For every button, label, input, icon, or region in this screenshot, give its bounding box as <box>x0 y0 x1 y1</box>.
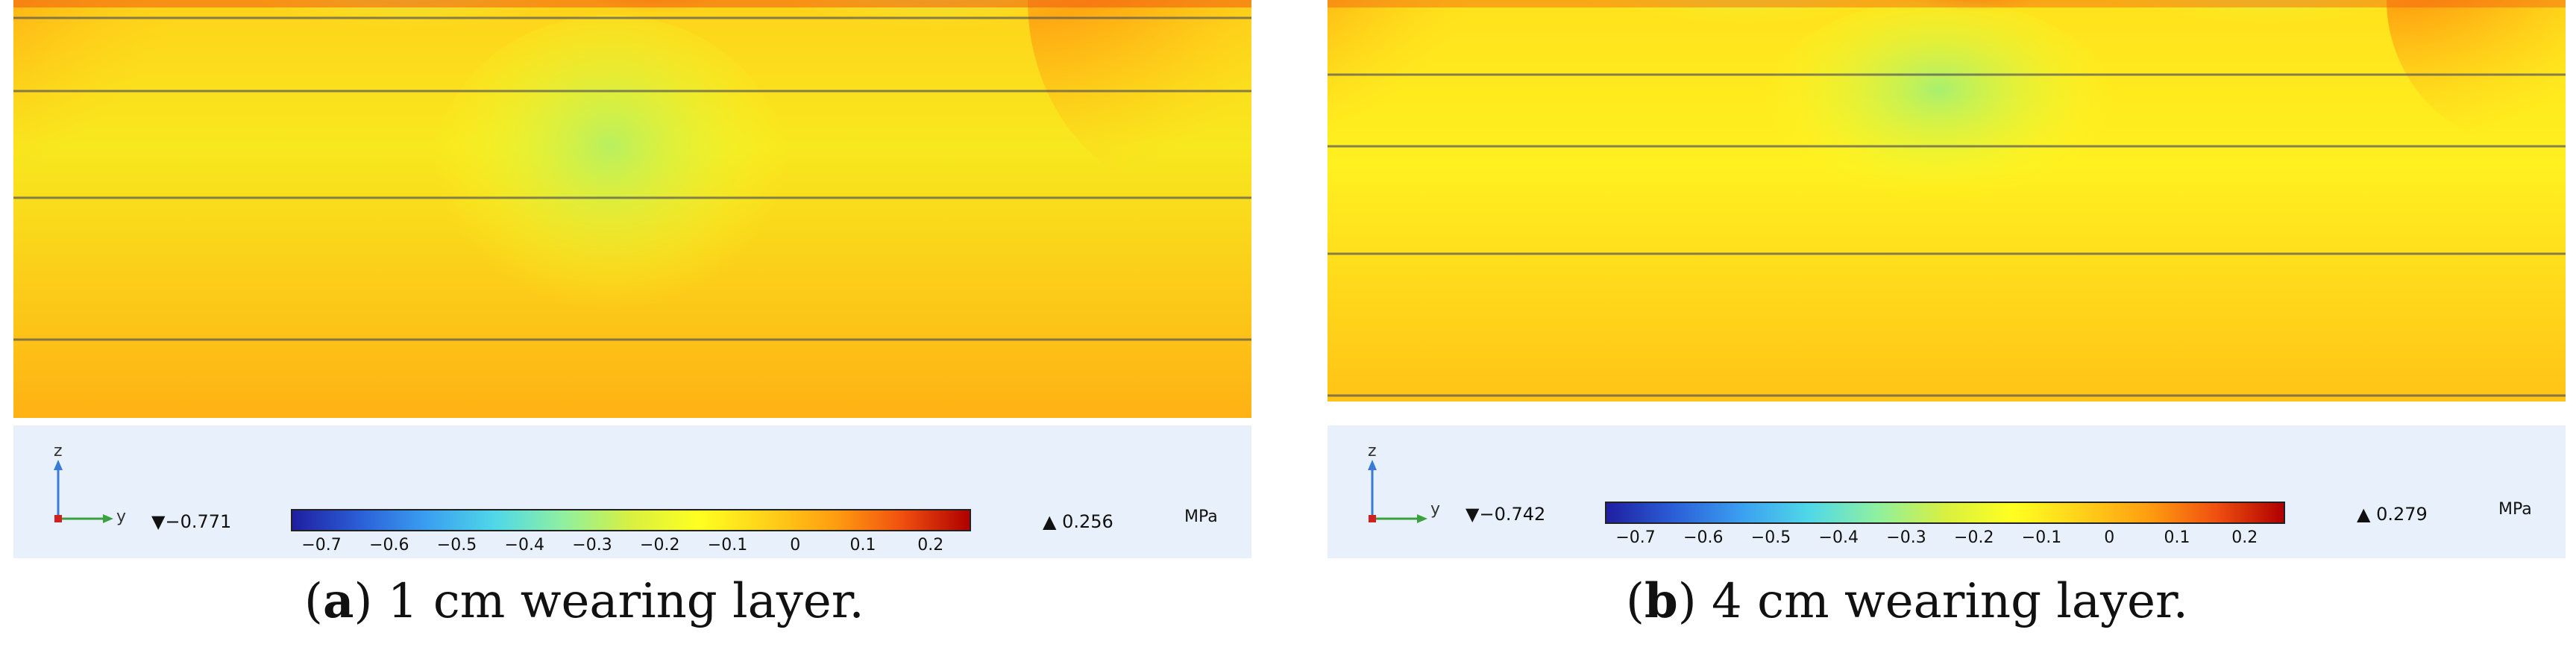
colorbar-tick-label: 0 <box>2104 528 2115 547</box>
panel-a: z y ▼−0.771 −0.7 −0.6 −0.5 −0.4 −0.3 −0.2 −0.1… <box>13 0 1251 659</box>
max-value-label: ▲ 0.279 <box>2357 504 2428 525</box>
caption-text: 4 cm wearing layer. <box>1712 574 2188 629</box>
colorbar-tick-label: −0.3 <box>572 536 612 555</box>
colorbar-tick-label: 0.1 <box>849 536 876 555</box>
axis-triad-icon <box>54 460 113 523</box>
colorbar-tick-label: 0.2 <box>2231 528 2258 547</box>
colorbar-tick-label: −0.7 <box>301 536 342 555</box>
unit-label: MPa <box>2498 500 2532 519</box>
colorbar-tick-label: −0.5 <box>1750 528 1791 547</box>
axis-y-label: y <box>116 507 127 526</box>
caption-letter: a <box>322 573 354 629</box>
colorbar-tick-label: −0.6 <box>369 536 409 555</box>
axis-triad-icon <box>1368 460 1427 523</box>
legend-strip-b: z y ▼−0.742 −0.7 −0.6 −0.5 −0.4 −0.3 −0.2 −0.1… <box>1328 425 2566 558</box>
max-value: 0.256 <box>1062 511 1113 532</box>
caption-text: 1 cm wearing layer. <box>387 574 864 629</box>
colorbar-tick-label: −0.1 <box>2021 528 2062 547</box>
colorbar-b <box>1605 502 2285 524</box>
colorbar-tick-label: −0.5 <box>436 536 477 555</box>
max-value-label: ▲ 0.256 <box>1043 511 1113 532</box>
colorbar-tick-label: −0.2 <box>1954 528 1994 547</box>
min-value-label: ▼−0.771 <box>151 511 232 532</box>
colorbar-tick-label: −0.4 <box>1818 528 1859 547</box>
axis-z-label: z <box>54 442 63 460</box>
colorbar-tick-label: −0.3 <box>1886 528 1926 547</box>
max-value: 0.279 <box>2376 504 2428 525</box>
colorbar-tick-label: −0.1 <box>707 536 748 555</box>
min-value: −0.742 <box>1479 504 1546 525</box>
stress-contour-plot-a <box>13 0 1251 418</box>
colorbar-tick-label: 0 <box>790 536 801 555</box>
panel-b: z y ▼−0.742 −0.7 −0.6 −0.5 −0.4 −0.3 −0.2 −0.1… <box>1328 0 2566 659</box>
unit-label: MPa <box>1184 507 1218 526</box>
axis-y-label: y <box>1430 500 1441 519</box>
caption-b: (b) 4 cm wearing layer. <box>1626 573 2188 629</box>
legend-strip-a: z y ▼−0.771 −0.7 −0.6 −0.5 −0.4 −0.3 −0.2 −0.1… <box>13 425 1251 558</box>
colorbar-ticks-a: −0.7 −0.6 −0.5 −0.4 −0.3 −0.2 −0.1 0 0.1 0.2 <box>291 536 971 558</box>
colorbar-tick-label: 0.2 <box>917 536 944 555</box>
min-value-label: ▼−0.742 <box>1466 504 1546 525</box>
min-value: −0.771 <box>165 511 232 532</box>
colorbar-a <box>291 509 971 531</box>
caption-a: (a) 1 cm wearing layer. <box>304 573 864 629</box>
colorbar-tick-label: −0.4 <box>504 536 544 555</box>
colorbar-tick-label: 0.1 <box>2164 528 2190 547</box>
colorbar-ticks-b: −0.7 −0.6 −0.5 −0.4 −0.3 −0.2 −0.1 0 0.1 0.2 <box>1605 528 2285 551</box>
colorbar-tick-label: −0.7 <box>1615 528 1656 547</box>
caption-letter: b <box>1644 573 1678 629</box>
axis-z-label: z <box>1368 442 1377 460</box>
stress-contour-plot-b <box>1328 0 2566 418</box>
colorbar-tick-label: −0.6 <box>1683 528 1724 547</box>
colorbar-tick-label: −0.2 <box>640 536 680 555</box>
